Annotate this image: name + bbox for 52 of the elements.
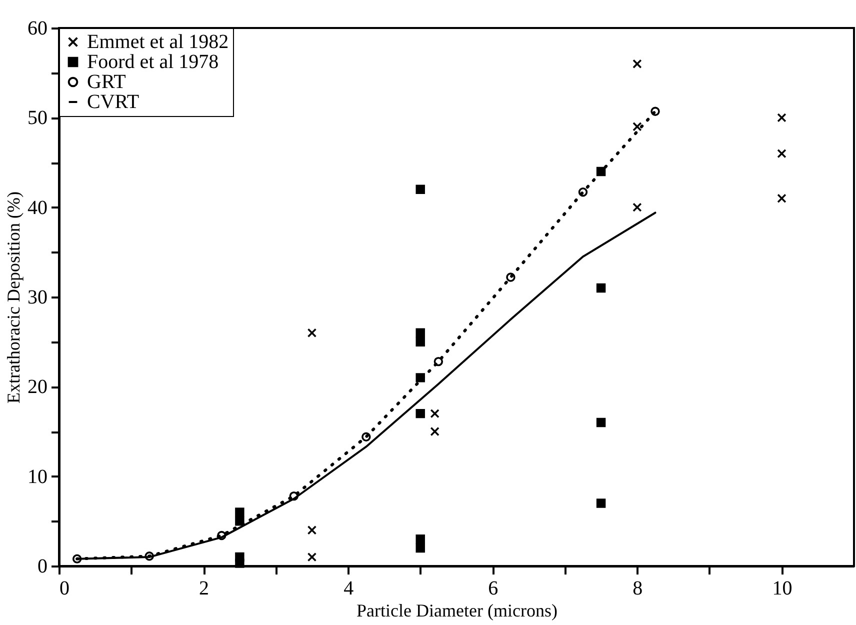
point: [307, 526, 317, 535]
point: [416, 184, 425, 194]
point: [632, 202, 642, 212]
point: [235, 516, 244, 526]
legend-label: CVRT: [87, 91, 140, 113]
point: [506, 272, 516, 282]
point: [416, 337, 425, 346]
x-tick-label: 4: [344, 578, 354, 600]
point: [416, 534, 425, 544]
y-tick-label: 30: [28, 286, 48, 308]
y-tick-label: 40: [28, 196, 48, 219]
x-axis-title: Particle Diameter (microns): [356, 600, 558, 620]
legend-label: Foord et al 1978: [87, 51, 219, 73]
point: [307, 328, 317, 338]
y-tick-label: 10: [28, 466, 48, 488]
point: [777, 194, 786, 203]
point: [235, 558, 244, 568]
point: [578, 187, 588, 197]
point: [596, 283, 606, 293]
y-axis-title: Extrathoracic Deposition (%): [4, 192, 24, 404]
y-tick-label: 20: [28, 376, 48, 398]
point: [777, 148, 786, 158]
y-tick-label: 0: [38, 556, 48, 578]
point: [430, 408, 440, 418]
point: [596, 166, 606, 176]
point: [362, 432, 371, 442]
y-tick-label: 50: [28, 107, 48, 130]
point: [307, 552, 317, 562]
legend-label: GRT: [87, 71, 126, 93]
point: [235, 508, 244, 517]
y-tick-label: 60: [28, 18, 48, 40]
point: [416, 373, 425, 382]
point: [434, 356, 444, 366]
point: [416, 328, 425, 338]
point: [416, 408, 425, 418]
x-tick-label: 10: [772, 578, 792, 600]
point: [596, 418, 606, 428]
point: [416, 543, 425, 553]
point: [777, 113, 786, 122]
point: [430, 426, 440, 436]
point: [217, 530, 226, 540]
point: [596, 498, 606, 508]
x-tick-label: 0: [60, 578, 70, 600]
point: [650, 106, 660, 116]
x-tick-label: 8: [632, 578, 643, 600]
legend-label: Emmet et al 1982: [87, 31, 229, 53]
point: [632, 122, 642, 132]
x-tick-label: 6: [488, 578, 498, 600]
x-tick-label: 2: [199, 578, 210, 600]
point: [632, 59, 642, 68]
point: [289, 491, 298, 501]
point: [144, 552, 154, 561]
